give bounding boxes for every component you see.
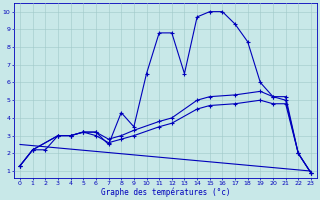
- X-axis label: Graphe des températures (°c): Graphe des températures (°c): [101, 188, 230, 197]
